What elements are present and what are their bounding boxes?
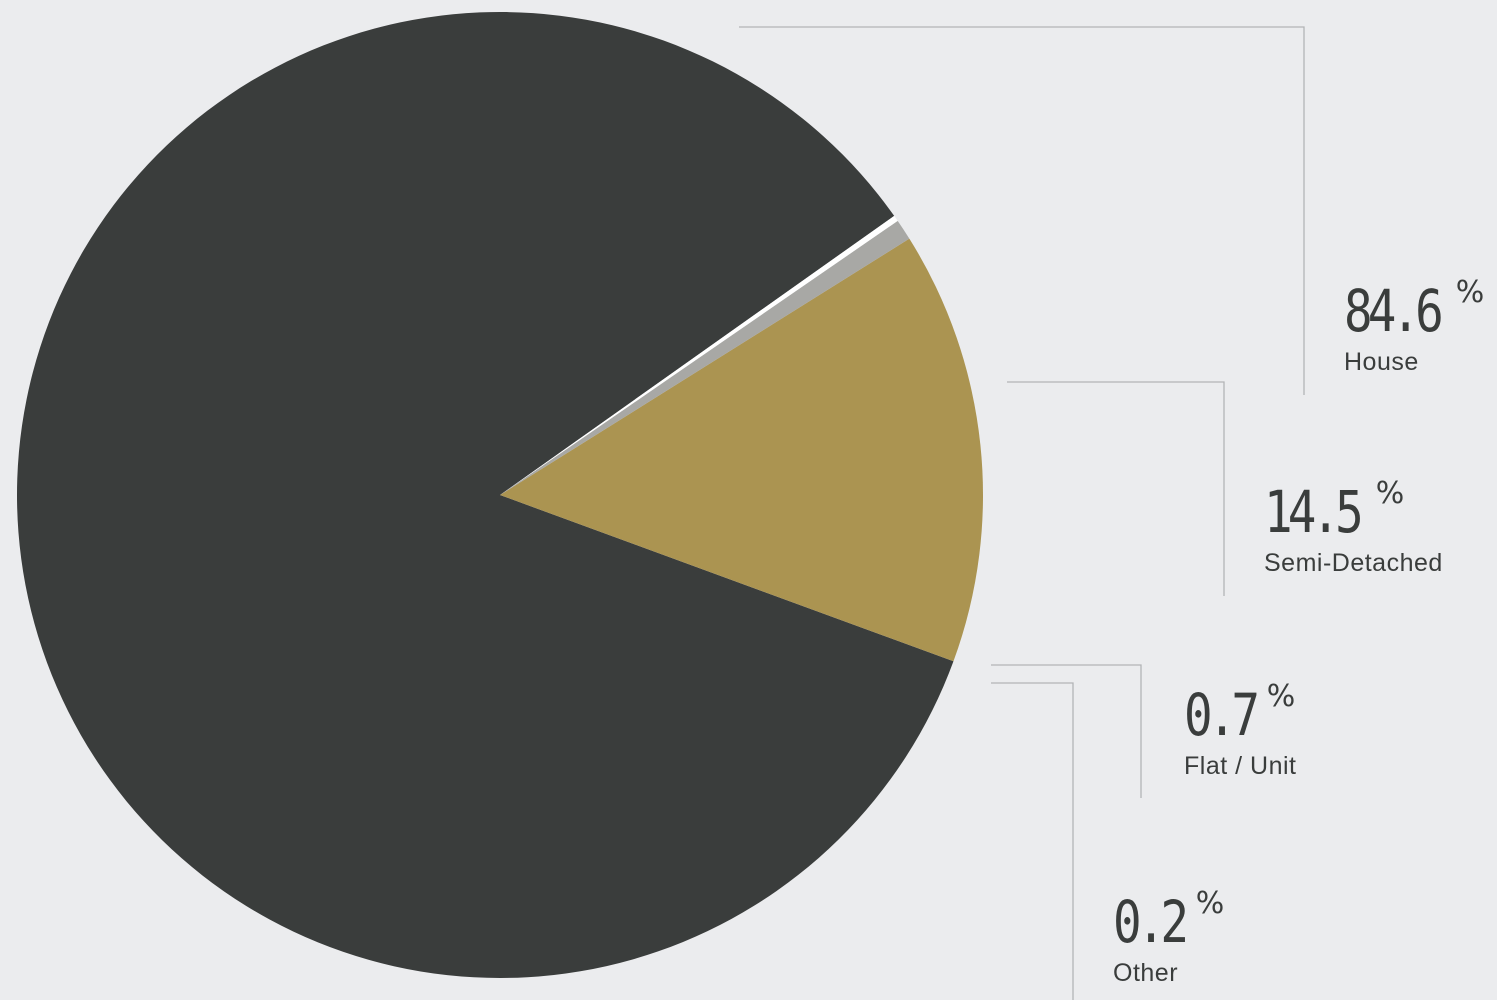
label-semi-detached: 14.5% Semi-Detached: [1264, 478, 1443, 578]
value-other: 0.2: [1113, 888, 1189, 956]
label-house: 84.6% House: [1344, 277, 1484, 377]
value-semi-detached: 14.5: [1264, 478, 1364, 546]
pie-slice-other: [500, 215, 898, 495]
value-flat-unit: 0.7: [1184, 681, 1260, 749]
leader-line-semi-detached: [1007, 381, 1225, 596]
pie-slice-flat-unit: [500, 220, 910, 495]
pie-slice-semi-detached: [500, 238, 984, 662]
label-other: 0.2% Other: [1113, 888, 1224, 988]
percent-sign-flat-unit: %: [1266, 679, 1296, 714]
leader-line-other: [991, 682, 1074, 1000]
category-other: Other: [1113, 959, 1179, 987]
leader-line-house: [739, 26, 1305, 395]
percent-sign-other: %: [1195, 886, 1225, 921]
percent-sign-semi-detached: %: [1375, 476, 1405, 511]
label-flat-unit: 0.7% Flat / Unit: [1184, 681, 1297, 781]
leader-line-flat-unit: [991, 664, 1142, 798]
category-house: House: [1344, 348, 1419, 376]
percent-sign-house: %: [1455, 275, 1485, 310]
category-flat-unit: Flat / Unit: [1184, 752, 1297, 780]
category-semi-detached: Semi-Detached: [1264, 549, 1443, 577]
value-house: 84.6: [1344, 277, 1444, 345]
pie-slice-house: [17, 12, 954, 979]
